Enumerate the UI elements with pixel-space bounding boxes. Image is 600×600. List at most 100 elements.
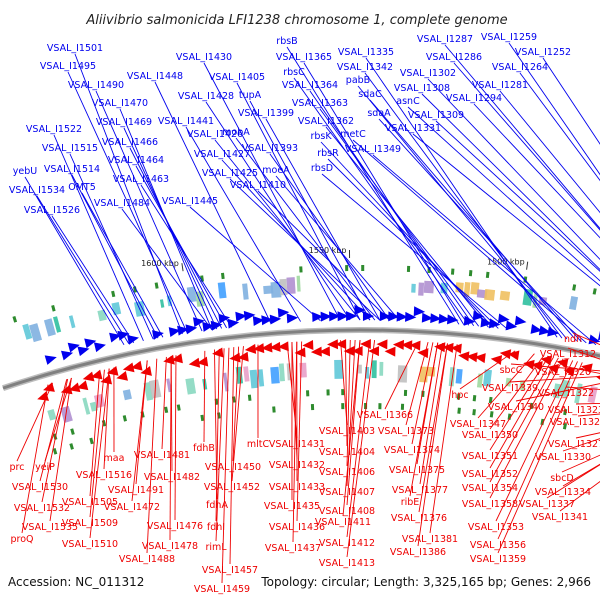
- forward-gene-label: mobA: [222, 127, 250, 138]
- forward-gene-label: VSAL_I1281: [472, 80, 528, 91]
- forward-gene-leader: [378, 118, 582, 343]
- forward-gene-leader: [321, 173, 509, 331]
- reverse-gene-leader: [103, 368, 110, 470]
- reverse-gene-label: VSAL_I1375: [389, 465, 445, 476]
- forward-gene-leader: [352, 139, 587, 344]
- forward-gene-leader: [236, 82, 361, 321]
- rna-tick: [563, 408, 568, 416]
- reverse-gene-label: fdhB: [193, 443, 215, 454]
- forward-gene-arrow: [218, 313, 231, 324]
- forward-gene-arrow: [396, 311, 408, 322]
- forward-gene-arrow: [588, 334, 600, 345]
- forward-gene-label: VSAL_I1252: [515, 47, 571, 58]
- reverse-gene-arrow: [261, 342, 273, 353]
- feature-block: [568, 295, 579, 311]
- forward-gene-leader: [293, 77, 470, 326]
- rna-tick: [507, 413, 512, 420]
- forward-gene-label: VSAL_I1470: [92, 98, 148, 109]
- forward-gene-label: VSAL_I1522: [26, 124, 82, 135]
- forward-gene-leader: [81, 192, 164, 338]
- reverse-gene-label: VSAL_I1376: [391, 513, 447, 524]
- forward-gene-leader: [421, 93, 600, 271]
- reverse-gene-label: VSAL_I1350: [462, 430, 518, 441]
- forward-gene-leader: [67, 71, 188, 334]
- reverse-gene-label: prc: [10, 462, 25, 473]
- feature-block: [423, 280, 435, 294]
- feature-block: [159, 299, 165, 308]
- reverse-gene-arrow: [269, 341, 281, 352]
- reverse-gene-leader: [562, 438, 600, 452]
- forward-gene-arrow: [497, 313, 510, 324]
- forward-gene-arrow: [252, 316, 265, 326]
- reverse-gene-label: VSAL_I1381: [402, 534, 458, 545]
- reverse-gene-arrow: [384, 346, 396, 357]
- reverse-gene-leader: [429, 344, 458, 534]
- forward-gene-arrow: [185, 324, 198, 335]
- map-title: Aliivibrio salmonicida LFI1238 chromosom…: [85, 13, 507, 28]
- reverse-gene-leader: [232, 346, 240, 462]
- forward-gene-arrow: [44, 355, 57, 365]
- forward-gene-leader: [53, 134, 144, 342]
- reverse-gene-leader: [296, 341, 303, 522]
- forward-gene-leader: [189, 206, 321, 322]
- forward-gene-leader: [235, 137, 376, 321]
- reverse-gene-label: proQ: [10, 534, 33, 545]
- reverse-gene-label: VSAL_I1340: [488, 402, 544, 413]
- forward-gene-arrow: [463, 315, 476, 326]
- forward-gene-label: VSAL_I1349: [345, 144, 401, 155]
- forward-gene-leader: [135, 165, 227, 329]
- rna-tick: [456, 393, 461, 400]
- reverse-gene-leader: [346, 340, 351, 467]
- forward-gene-arrow: [202, 321, 214, 332]
- forward-gene-leader: [229, 178, 381, 321]
- reverse-gene-arrow: [122, 362, 135, 373]
- reverse-gene-label: VSAL_I1408: [319, 506, 375, 517]
- reverse-gene-label: VSAL_I1413: [319, 558, 375, 569]
- forward-gene-label: VSAL_I1469: [96, 117, 152, 128]
- reverse-gene-leader: [489, 356, 555, 469]
- forward-gene-label: VSAL_I1364: [282, 80, 338, 91]
- forward-gene-leader: [221, 159, 371, 321]
- rna-tick: [12, 316, 18, 323]
- forward-gene-leader: [51, 215, 135, 344]
- forward-gene-label: VSAL_I1309: [408, 110, 464, 121]
- forward-gene-label: VSAL_I1294: [446, 93, 502, 104]
- forward-gene-leader: [508, 42, 600, 176]
- reverse-gene-label: VSAL_I1312: [540, 349, 596, 360]
- feature-block: [28, 323, 43, 343]
- reverse-gene-label: VSAL_I1353: [468, 522, 524, 533]
- reverse-gene-label: VSAL_I1431: [269, 439, 325, 450]
- rna-tick: [306, 390, 310, 397]
- forward-gene-leader: [95, 90, 203, 332]
- forward-gene-label: VSAL_I1331: [385, 123, 441, 134]
- forward-gene-leader: [369, 99, 577, 342]
- forward-gene-label: VSAL_I1405: [209, 72, 265, 83]
- rna-tick: [592, 288, 597, 295]
- reverse-gene-arrow: [442, 342, 454, 353]
- forward-gene-leader: [372, 154, 597, 346]
- forward-gene-arrow: [514, 315, 527, 326]
- forward-gene-label: VSAL_I1526: [24, 205, 80, 216]
- rna-tick: [378, 403, 382, 410]
- reverse-gene-label: hpc: [451, 390, 468, 401]
- forward-gene-label: VSAL_I1501: [47, 43, 103, 54]
- forward-gene-arrow: [277, 307, 290, 318]
- reverse-gene-leader: [221, 347, 230, 584]
- rna-tick: [221, 272, 225, 280]
- reverse-gene-leader: [291, 342, 298, 460]
- forward-gene-arrow: [243, 310, 256, 321]
- forward-gene-arrow: [505, 320, 518, 331]
- forward-gene-arrow: [329, 311, 341, 322]
- feature-block: [249, 369, 259, 389]
- forward-gene-label: VSAL_I1362: [298, 116, 354, 127]
- feature-block: [68, 315, 76, 329]
- reverse-gene-leader: [419, 342, 444, 485]
- kbp-marker-label: 1600 kbp: [141, 259, 179, 268]
- reverse-gene-leader: [489, 357, 559, 483]
- reverse-gene-label: VSAL_I1435: [264, 501, 320, 512]
- reverse-gene-leader: [477, 353, 535, 419]
- forward-gene-label: VSAL_I1308: [394, 83, 450, 94]
- reverse-gene-label: VSAL_I1432: [269, 460, 325, 471]
- reverse-gene-label: VSAL_I1530: [12, 482, 68, 493]
